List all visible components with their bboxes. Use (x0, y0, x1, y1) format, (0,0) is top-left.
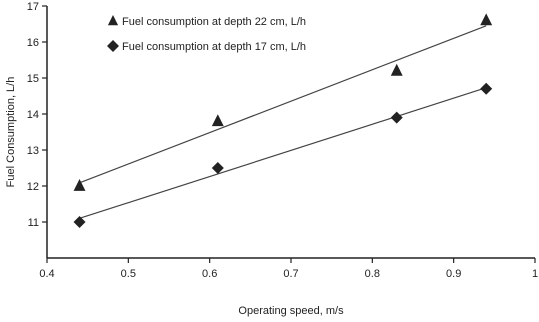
series-depth-17 (73, 82, 493, 228)
y-tick-label: 15 (27, 73, 39, 85)
data-point-triangle (211, 114, 224, 127)
data-point-diamond (73, 216, 86, 228)
data-point-triangle (390, 63, 403, 76)
y-tick-label: 11 (28, 217, 39, 229)
series-depth-22 (73, 13, 493, 191)
trendline (79, 87, 487, 219)
legend-marker-diamond (107, 40, 119, 52)
x-tick-label: 0.4 (39, 268, 54, 280)
legend-label-depth-22: Fuel consumption at depth 22 cm, L/h (122, 16, 306, 28)
legend-label-depth-17: Fuel consumption at depth 17 cm, L/h (122, 41, 306, 53)
data-point-diamond (390, 111, 403, 124)
x-tick-label: 0.8 (365, 268, 380, 280)
plot-area (73, 13, 493, 228)
data-point-triangle (480, 13, 493, 26)
x-tick-label: 0.6 (202, 268, 217, 280)
legend-marker-triangle (107, 15, 119, 26)
y-axis-title: Fuel Consumption, L/h (5, 77, 17, 188)
x-tick-label: 0.7 (283, 268, 298, 280)
x-tick-label: 1 (532, 268, 538, 280)
data-point-triangle (73, 179, 86, 191)
legend-item-depth-17: Fuel consumption at depth 17 cm, L/h (107, 40, 306, 53)
legend: Fuel consumption at depth 22 cm, L/h Fue… (107, 15, 306, 53)
x-tick-label: 0.9 (446, 268, 461, 280)
y-tick-label: 13 (27, 145, 39, 157)
trendline (79, 25, 487, 184)
y-axis-ticks: 11 12 13 14 15 16 17 (27, 1, 47, 229)
y-tick-label: 17 (27, 1, 39, 13)
legend-item-depth-22: Fuel consumption at depth 22 cm, L/h (107, 15, 306, 28)
x-tick-label: 0.5 (121, 268, 136, 280)
data-point-diamond (480, 82, 493, 95)
x-axis-title: Operating speed, m/s (238, 305, 344, 317)
y-tick-label: 16 (27, 37, 39, 49)
y-tick-label: 14 (27, 109, 39, 121)
x-axis-ticks: 0.4 0.5 0.6 0.7 0.8 0.9 1 (39, 258, 538, 280)
data-point-diamond (211, 162, 224, 174)
y-tick-label: 12 (27, 181, 39, 193)
